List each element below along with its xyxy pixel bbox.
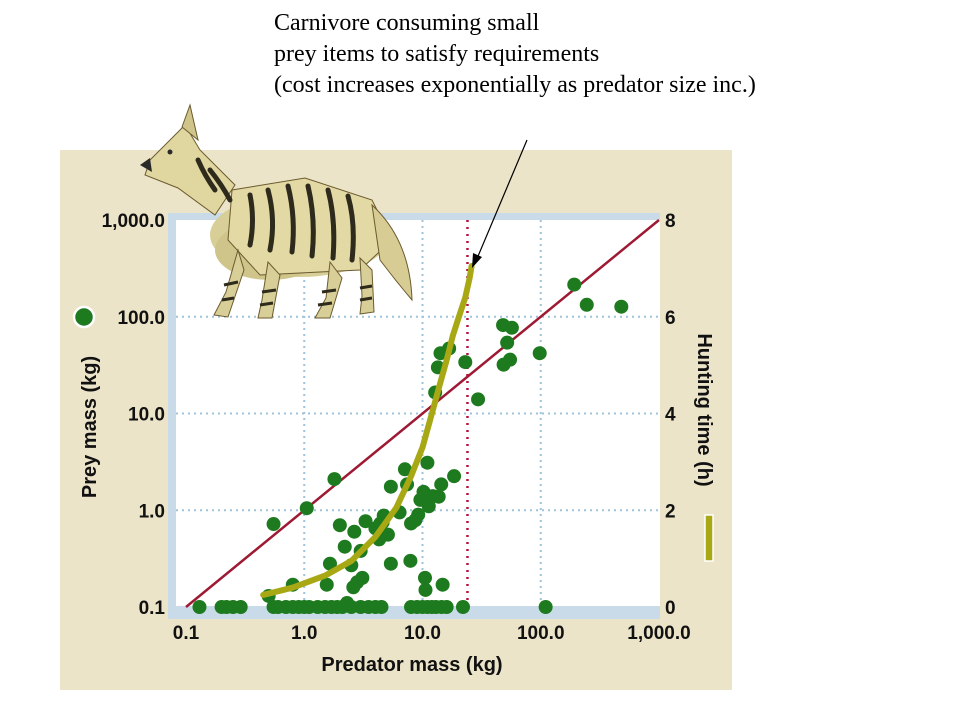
data-point [532,346,547,361]
data-point [579,297,594,312]
data-point [383,479,398,494]
data-point [403,553,418,568]
prey-legend-marker [72,305,96,329]
data-point [332,518,347,533]
y-axis-label: Prey mass (kg) [79,356,101,498]
y2-tick-label: 8 [665,211,676,232]
data-point [411,507,426,522]
data-point [380,527,395,542]
data-point [567,277,582,292]
annotation-arrowhead [472,253,482,268]
data-point [319,577,334,592]
x-tick-label: 0.1 [173,623,200,644]
data-point [504,320,519,335]
data-point [383,556,398,571]
y2-tick-label: 2 [665,501,676,522]
x-tick-label: 100.0 [517,623,565,644]
data-point [322,556,337,571]
y-tick-label: 0.1 [139,598,166,619]
data-point [192,600,207,614]
data-point [614,299,629,314]
x-tick-label: 10.0 [404,623,441,644]
tick-labels: 0.1 1.0 10.0 100.0 1,000.0 0.1 1.0 10.0 100.0 1,0… [102,211,691,644]
data-point [471,392,486,407]
y-tick-label: 100.0 [117,308,165,329]
y2-tick-label: 0 [665,598,676,619]
y-tick-label: 10.0 [128,405,165,426]
y2-tick-label: 4 [665,405,676,426]
y2-tick-label: 6 [665,308,676,329]
annotation-line-3: (cost increases exponentially as predato… [274,72,756,98]
data-point [538,600,553,614]
x-axis-label: Predator mass (kg) [321,654,502,676]
data-point [355,570,370,585]
data-point [418,582,433,597]
data-point [299,501,314,516]
data-point [434,477,449,492]
data-point [455,600,470,614]
data-point [233,600,248,614]
data-point [340,595,355,610]
annotation-arrow [475,139,528,262]
data-point [458,355,473,370]
data-points [192,277,629,614]
data-point [347,524,362,539]
data-point [327,472,342,487]
data-point [503,352,518,367]
hunting-time-legend-marker [704,514,714,562]
annotation-text: Carnivore consuming small prey items to … [274,8,954,101]
data-point [337,539,352,554]
data-point [374,600,389,614]
x-tick-label: 1.0 [291,623,317,644]
y2-axis-label: Hunting time (h) [693,333,715,486]
data-point [435,577,450,592]
data-point [500,335,515,350]
data-point [431,489,446,504]
data-point [266,517,281,532]
data-point [358,514,373,529]
hunting-time-curve [260,263,475,598]
data-point [447,469,462,484]
hyena-illustration [140,103,413,319]
y-tick-label: 1.0 [139,501,165,522]
data-point [420,455,435,470]
x-tick-label: 1,000.0 [627,623,690,644]
annotation-line-1: Carnivore consuming small [274,10,540,36]
data-point [439,600,454,614]
y-tick-label: 1,000.0 [102,211,165,232]
data-point [397,462,412,477]
annotation-line-2: prey items to satisfy requirements [274,41,600,67]
data-point [418,570,433,585]
hunting-time-curve-path [260,263,475,598]
